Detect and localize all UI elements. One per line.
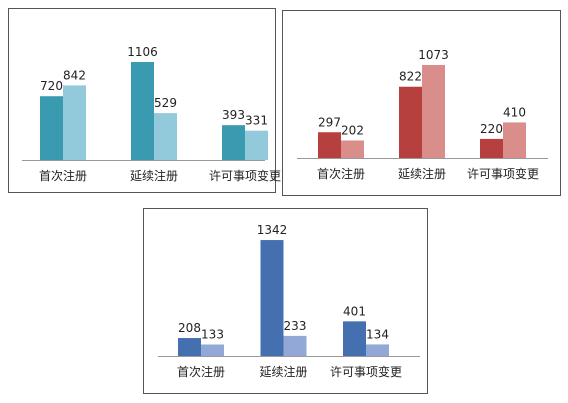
bar <box>283 335 307 356</box>
value-label: 331 <box>245 114 268 128</box>
value-label: 1342 <box>257 223 288 237</box>
bar <box>245 130 268 160</box>
value-label: 297 <box>318 115 341 129</box>
x-tick-label: 首次注册 <box>39 168 87 183</box>
value-label: 134 <box>366 327 389 341</box>
x-tick-label: 许可事项变更 <box>467 166 539 181</box>
value-label: 208 <box>178 321 201 335</box>
x-tick-label: 首次注册 <box>177 364 225 379</box>
bar <box>399 86 422 158</box>
bar <box>40 96 63 160</box>
bar <box>318 132 341 158</box>
bar <box>341 140 364 158</box>
bar <box>422 64 445 158</box>
value-label: 202 <box>341 123 364 137</box>
value-label: 393 <box>222 108 245 122</box>
bar <box>201 344 224 356</box>
value-label: 220 <box>480 122 503 136</box>
bar <box>503 122 526 158</box>
value-label: 1106 <box>127 45 158 59</box>
x-tick-label: 首次注册 <box>317 166 365 181</box>
x-tick-label: 延续注册 <box>398 166 446 181</box>
bar <box>154 113 177 160</box>
bar <box>343 321 366 356</box>
chart-frame <box>143 208 428 394</box>
value-label: 1073 <box>418 48 449 62</box>
value-label: 410 <box>503 105 526 119</box>
value-label: 401 <box>343 304 366 318</box>
bar <box>260 240 284 356</box>
value-label: 822 <box>399 70 422 84</box>
bar <box>222 125 245 160</box>
bar <box>366 344 389 356</box>
x-tick-label: 延续注册 <box>130 168 178 183</box>
bar <box>63 85 86 160</box>
bar <box>480 138 503 158</box>
x-tick-label: 许可事项变更 <box>330 364 402 379</box>
x-tick-label: 许可事项变更 <box>209 168 281 183</box>
value-label: 720 <box>40 79 63 93</box>
value-label: 529 <box>154 96 177 110</box>
value-label: 233 <box>284 319 307 333</box>
bar <box>178 338 201 356</box>
value-label: 133 <box>201 328 224 342</box>
value-label: 842 <box>63 68 86 82</box>
bar <box>131 62 154 160</box>
x-tick-label: 延续注册 <box>259 364 307 379</box>
